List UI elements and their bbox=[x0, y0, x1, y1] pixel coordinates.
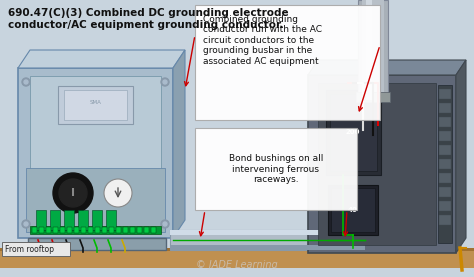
Bar bbox=[170, 230, 365, 250]
Bar bbox=[170, 230, 365, 235]
Bar bbox=[366, 0, 372, 100]
Bar bbox=[0, 248, 474, 251]
Text: I: I bbox=[71, 188, 75, 198]
Circle shape bbox=[53, 173, 93, 213]
Circle shape bbox=[161, 220, 169, 228]
Bar bbox=[326, 90, 381, 175]
Circle shape bbox=[24, 222, 28, 226]
Bar bbox=[356, 92, 390, 102]
Bar bbox=[67, 227, 72, 233]
Text: SMA: SMA bbox=[90, 99, 102, 104]
Bar bbox=[170, 245, 365, 250]
Circle shape bbox=[24, 80, 28, 84]
Circle shape bbox=[163, 80, 167, 84]
Bar bbox=[331, 188, 375, 232]
Bar bbox=[64, 90, 127, 120]
Bar bbox=[439, 215, 451, 225]
Bar bbox=[2, 242, 70, 256]
Bar bbox=[18, 68, 173, 238]
Bar bbox=[106, 210, 116, 230]
Bar bbox=[88, 227, 93, 233]
Bar bbox=[95, 227, 100, 233]
Bar bbox=[53, 227, 58, 233]
Bar bbox=[330, 94, 377, 171]
Bar bbox=[318, 83, 436, 245]
Bar bbox=[92, 210, 102, 230]
Bar bbox=[39, 227, 44, 233]
Bar bbox=[144, 227, 149, 233]
Bar bbox=[439, 103, 451, 113]
Bar bbox=[439, 117, 451, 127]
Text: 200: 200 bbox=[346, 129, 360, 135]
Bar bbox=[195, 5, 380, 120]
Bar bbox=[36, 210, 46, 230]
Bar bbox=[328, 185, 378, 235]
Circle shape bbox=[22, 78, 30, 86]
Text: 690.47(C)(3) Combined DC grounding electrode
conductor/AC equipment grounding co: 690.47(C)(3) Combined DC grounding elect… bbox=[8, 8, 289, 30]
Text: Bond bushings on all
intervening ferrous
raceways.: Bond bushings on all intervening ferrous… bbox=[229, 154, 323, 184]
Bar bbox=[151, 227, 156, 233]
Bar bbox=[109, 227, 114, 233]
Circle shape bbox=[161, 78, 169, 86]
Bar bbox=[74, 227, 79, 233]
Bar bbox=[60, 227, 65, 233]
Circle shape bbox=[163, 222, 167, 226]
Bar bbox=[64, 210, 74, 230]
Bar bbox=[358, 0, 388, 100]
Bar bbox=[50, 210, 60, 230]
Circle shape bbox=[22, 220, 30, 228]
Polygon shape bbox=[456, 60, 466, 253]
Bar bbox=[362, 0, 384, 100]
Bar bbox=[28, 238, 166, 250]
Bar bbox=[81, 227, 86, 233]
Polygon shape bbox=[18, 50, 185, 68]
Polygon shape bbox=[308, 60, 466, 75]
Bar bbox=[123, 227, 128, 233]
Text: From rooftop: From rooftop bbox=[5, 245, 54, 253]
Bar bbox=[130, 227, 135, 233]
Text: Combined grounding
conductor run with the AC
circuit conductors to the
grounding: Combined grounding conductor run with th… bbox=[203, 15, 322, 66]
Bar bbox=[26, 168, 165, 232]
Circle shape bbox=[104, 179, 132, 207]
Text: 40: 40 bbox=[348, 207, 358, 213]
Bar bbox=[439, 201, 451, 211]
Bar bbox=[78, 210, 88, 230]
Bar bbox=[58, 86, 133, 124]
Bar bbox=[195, 128, 357, 210]
Bar bbox=[30, 226, 161, 234]
Bar bbox=[439, 89, 451, 99]
Bar bbox=[46, 227, 51, 233]
Circle shape bbox=[59, 179, 87, 207]
Polygon shape bbox=[173, 50, 185, 238]
Bar bbox=[30, 76, 161, 230]
Bar bbox=[0, 248, 474, 268]
Text: © JADE Learning: © JADE Learning bbox=[196, 260, 278, 270]
Bar bbox=[438, 85, 452, 243]
Bar bbox=[439, 131, 451, 141]
Bar bbox=[116, 227, 121, 233]
Bar bbox=[137, 227, 142, 233]
Bar bbox=[32, 227, 37, 233]
Bar bbox=[102, 227, 107, 233]
Bar bbox=[439, 187, 451, 197]
Bar bbox=[439, 145, 451, 155]
Bar bbox=[308, 75, 456, 253]
Bar bbox=[439, 159, 451, 169]
Bar bbox=[439, 173, 451, 183]
